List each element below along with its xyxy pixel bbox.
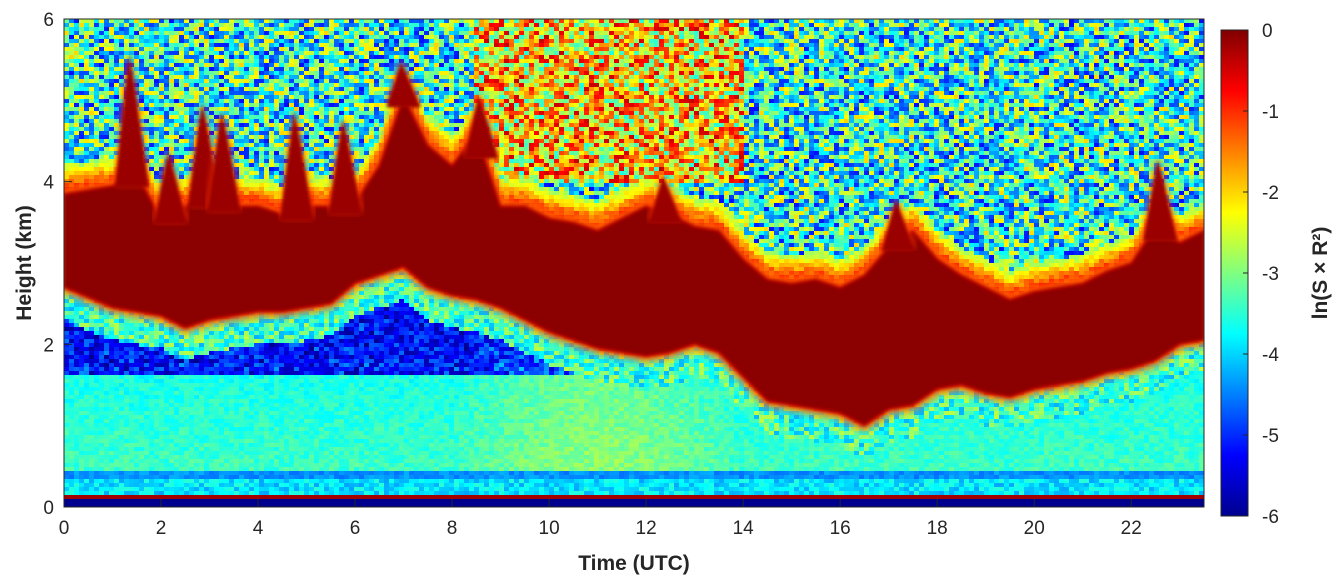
- x-tick-label: 18: [927, 518, 948, 539]
- x-axis-label: Time (UTC): [578, 552, 690, 575]
- y-tick-label: 2: [43, 335, 54, 356]
- x-tick-label: 6: [350, 518, 361, 539]
- colorbar: 0 -1 -2 -3 -4 -5 -6 ln(S × R²): [1221, 21, 1332, 528]
- y-tick-label: 0: [43, 498, 54, 519]
- heatmap-cells: [64, 19, 1205, 508]
- colorbar-tick-label: -6: [1262, 507, 1279, 528]
- colorbar-tick-label: -4: [1262, 345, 1279, 366]
- colorbar-tick-label: -3: [1262, 264, 1279, 285]
- y-tick-label: 4: [43, 173, 54, 194]
- heatmap-plot-area: [64, 19, 1205, 508]
- colorbar-tick-label: -1: [1262, 102, 1279, 123]
- x-tick-label: 0: [59, 518, 70, 539]
- colorbar-tick-label: 0: [1262, 21, 1273, 42]
- x-tick-label: 10: [539, 518, 560, 539]
- x-tick-label: 4: [253, 518, 264, 539]
- x-tick-label: 14: [733, 518, 755, 539]
- x-tick-label: 22: [1121, 518, 1142, 539]
- y-axis-label: Height (km): [13, 205, 36, 321]
- x-tick-label: 8: [447, 518, 458, 539]
- x-tick-label: 16: [830, 518, 851, 539]
- x-tick-label: 20: [1024, 518, 1045, 539]
- y-tick-label: 6: [43, 10, 54, 31]
- colorbar-tick-label: -2: [1262, 183, 1279, 204]
- x-tick-label: 12: [636, 518, 657, 539]
- x-tick-label: 2: [156, 518, 167, 539]
- colorbar-tick-label: -5: [1262, 426, 1279, 447]
- colorbar-label: ln(S × R²): [1309, 227, 1332, 320]
